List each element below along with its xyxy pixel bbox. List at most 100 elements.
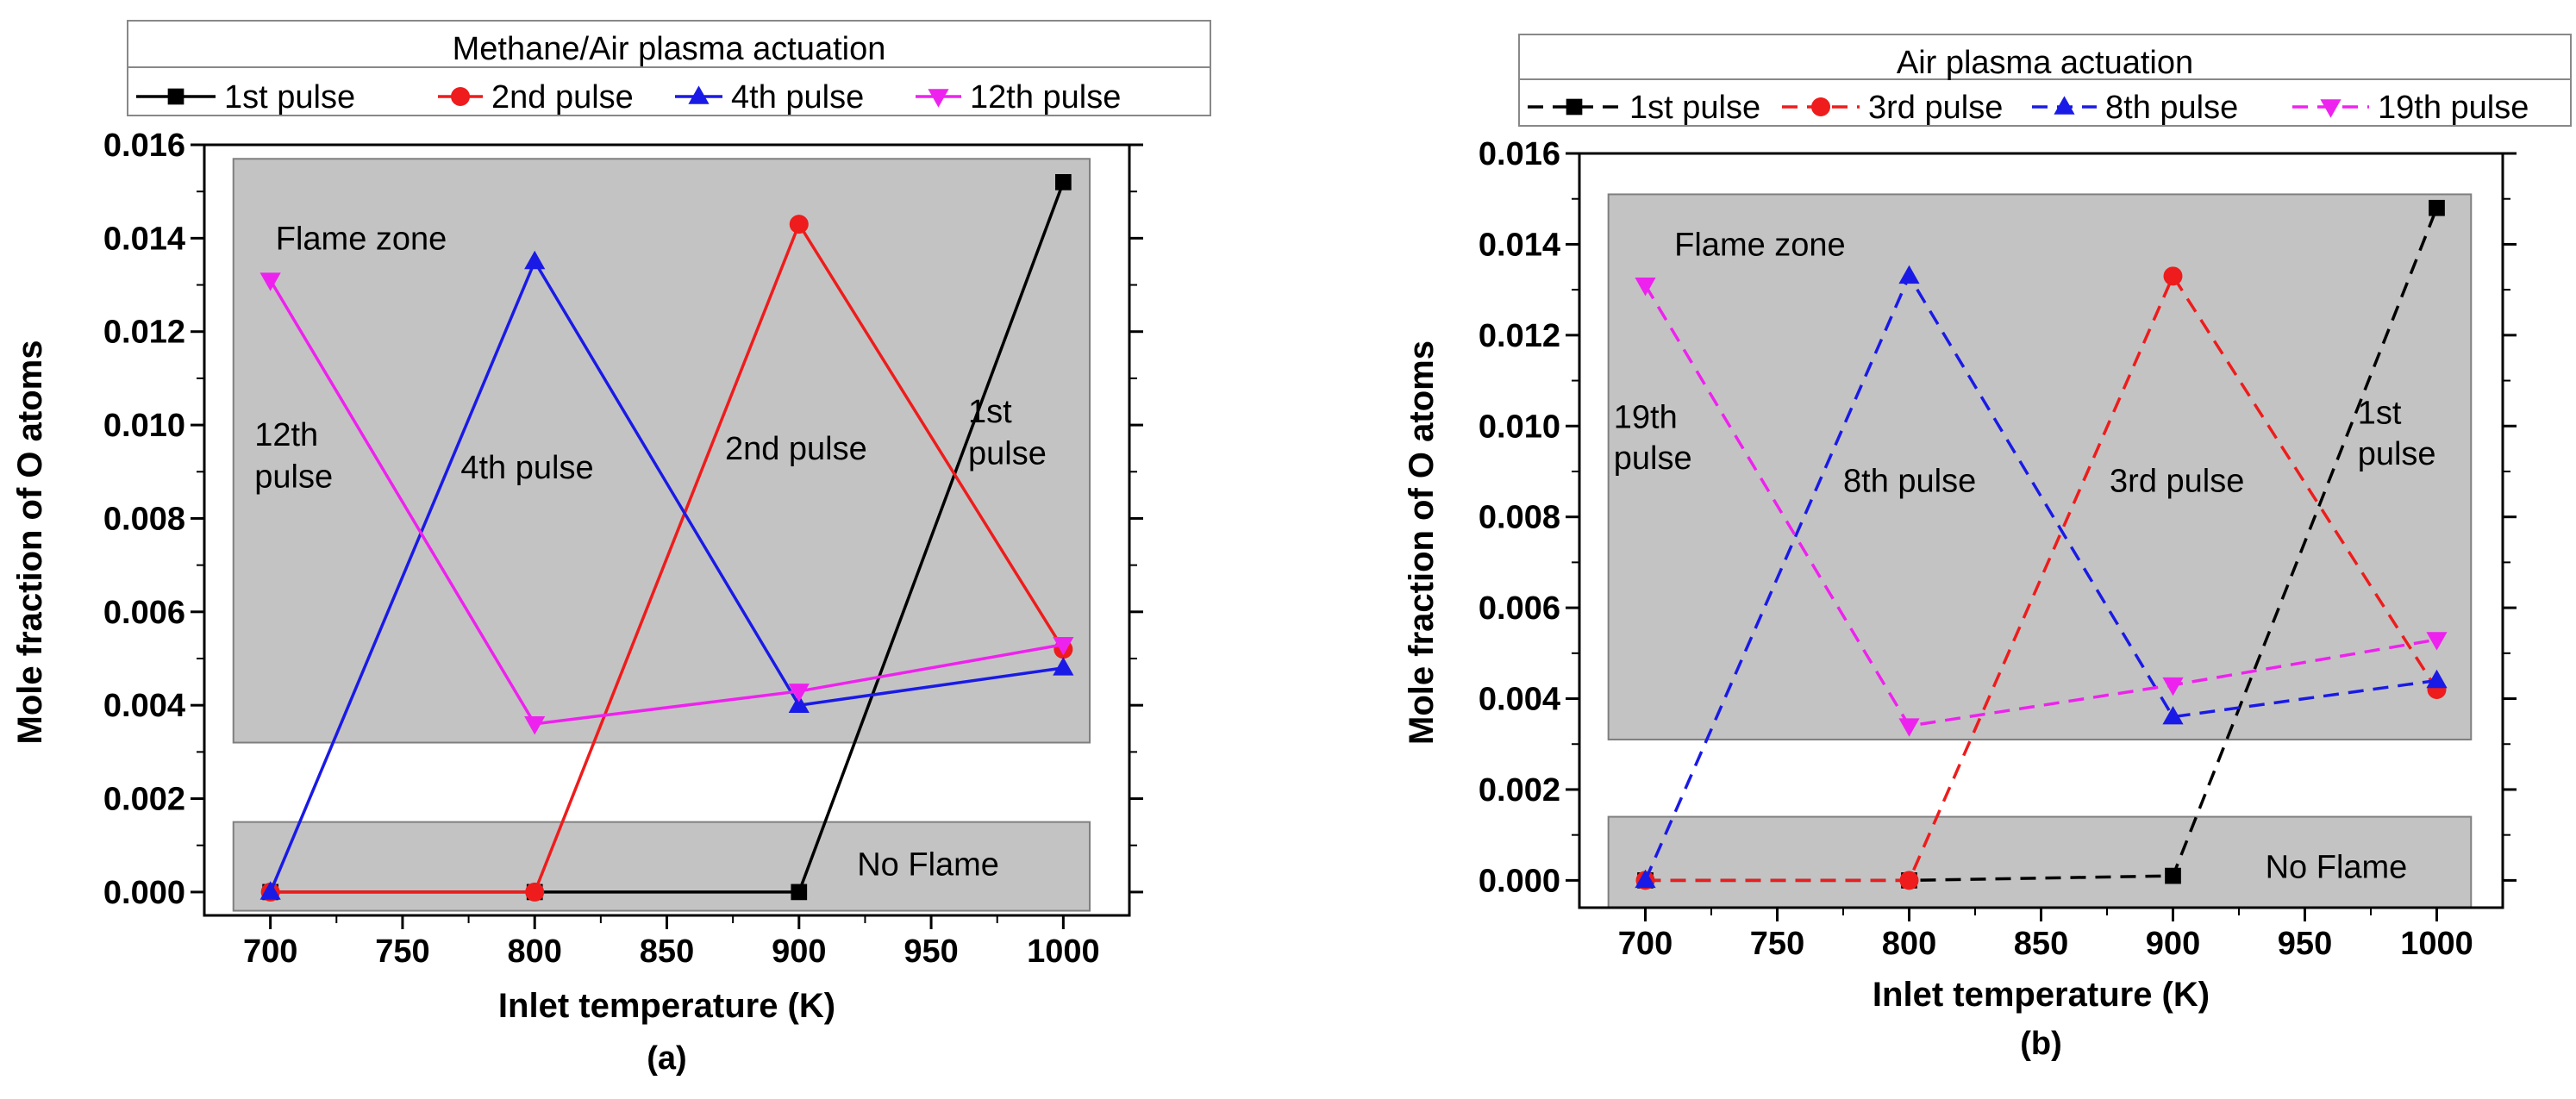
series-8th-pulse (1635, 265, 2448, 889)
legend-marker (1566, 98, 1583, 116)
series-line (1643, 284, 2437, 728)
y-axis-title: Mole fraction of O atoms (11, 340, 49, 745)
legend-entry: 12th pulse (970, 79, 1121, 116)
zone-flame-zone (232, 158, 1091, 744)
series-line (270, 221, 1065, 894)
legend: Methane/Air plasma actuation 1st pulse 2nd… (127, 20, 1211, 116)
data-point (1898, 265, 1920, 284)
legend-entry: 3rd pulse (1868, 90, 2003, 126)
y-tick-label: 0.002 (103, 782, 185, 818)
annotation-label: 3rd pulse (2110, 464, 2244, 500)
panel-a: 0.000 0.002 0.004 0.006 0.008 0.010 0.012 0.014… (11, 20, 1211, 1077)
legend-entry: 4th pulse (731, 79, 864, 116)
panel-label: (b) (2020, 1026, 2062, 1062)
x-tick-label: 800 (1882, 926, 1936, 962)
annotation-label: 8th pulse (1843, 464, 1976, 500)
annotation-label: 4th pulse (460, 450, 593, 486)
x-tick-label: 900 (772, 934, 826, 970)
zone-flame-zone (1607, 193, 2473, 740)
series-line (269, 279, 1064, 726)
y-tick-label: 0.006 (1479, 590, 1560, 627)
x-tick-label: 900 (2146, 926, 2200, 962)
series-line (1643, 272, 2437, 882)
series-line (1645, 272, 2438, 883)
y-tick-label: 0.014 (1479, 227, 1560, 263)
y-tick-label: 0.012 (1479, 318, 1560, 354)
series-4th-pulse (259, 250, 1074, 900)
series-19th-pulse (1635, 278, 2448, 737)
legend-entry: 1st pulse (224, 79, 355, 116)
legend-marker (2320, 99, 2342, 118)
data-point (791, 884, 808, 901)
annotation-label: pulse (254, 459, 333, 496)
annotation-label: No Flame (2266, 850, 2408, 886)
data-point (2426, 669, 2448, 689)
data-point (524, 250, 546, 270)
x-tick-label: 850 (2014, 926, 2068, 962)
y-tick-label: 0.004 (103, 688, 185, 724)
y-tick-label: 0.004 (1479, 682, 1560, 718)
data-point (788, 684, 810, 702)
data-point (1899, 871, 1919, 890)
data-point (1635, 869, 1656, 889)
data-point (1635, 278, 1656, 297)
y-axis-title: Mole fraction of O atoms (1403, 340, 1441, 745)
x-tick-label: 700 (243, 934, 297, 970)
x-axis-title: Inlet temperature (K) (498, 987, 835, 1025)
annotation-label: 1st (2358, 395, 2402, 431)
data-point (525, 882, 545, 902)
y-tick-label: 0.016 (103, 128, 185, 164)
legend-marker (928, 89, 949, 108)
legend-title: Methane/Air plasma actuation (453, 31, 886, 67)
annotation-label: pulse (968, 436, 1047, 472)
annotation-label: Flame zone (276, 221, 447, 257)
annotation-label: 19th (1614, 400, 1678, 436)
data-point (788, 694, 810, 713)
legend-entry: 1st pulse (1629, 90, 1760, 126)
panel-b: 0.000 0.002 0.004 0.006 0.008 0.010 0.012 0.014… (1403, 34, 2572, 1062)
legend-title: Air plasma actuation (1897, 45, 2193, 81)
series-12th-pulse (259, 272, 1074, 735)
annotation-label: 2nd pulse (725, 431, 867, 467)
annotation-label: No Flame (857, 846, 999, 883)
panel-label: (a) (647, 1040, 686, 1077)
data-point (2162, 705, 2184, 725)
y-tick-label: 0.016 (1479, 136, 1560, 172)
data-point (2162, 677, 2184, 696)
data-point (2429, 199, 2445, 216)
annotation-label: Flame zone (1674, 227, 1846, 263)
data-point (2426, 632, 2448, 651)
x-tick-label: 750 (1750, 926, 1804, 962)
legend-entry: 8th pulse (2105, 90, 2238, 126)
data-point (259, 881, 281, 900)
x-tick-label: 1000 (2400, 926, 2473, 962)
data-point (789, 215, 809, 234)
y-tick-label: 0.000 (103, 875, 185, 911)
y-tick-label: 0.010 (103, 408, 185, 444)
x-tick-label: 1000 (1027, 934, 1100, 970)
legend: Air plasma actuation 1st pulse 3rd pulse 8t… (1518, 34, 2572, 127)
y-tick-label: 0.006 (103, 595, 185, 631)
legend-marker (688, 85, 710, 104)
x-tick-label: 800 (508, 934, 562, 970)
legend-entry: 2nd pulse (491, 79, 634, 116)
y-tick-label: 0.000 (1479, 863, 1560, 899)
legend-marker (2054, 96, 2075, 115)
x-tick-label: 750 (375, 934, 429, 970)
annotation-label: 12th (254, 417, 318, 453)
x-tick-label: 850 (640, 934, 694, 970)
data-point (1053, 636, 1074, 656)
data-point (1055, 173, 1072, 190)
legend-marker (167, 88, 184, 105)
data-point (1898, 718, 1920, 737)
legend-entry: 19th pulse (2378, 90, 2529, 126)
annotation-label: pulse (2358, 436, 2436, 472)
y-tick-label: 0.002 (1479, 772, 1560, 809)
annotation-label: 1st (968, 394, 1012, 430)
series-line (269, 258, 1064, 893)
legend-marker (451, 87, 470, 106)
series-2nd-pulse (260, 215, 1073, 902)
y-tick-label: 0.008 (1479, 500, 1560, 536)
y-tick-label: 0.008 (103, 501, 185, 537)
